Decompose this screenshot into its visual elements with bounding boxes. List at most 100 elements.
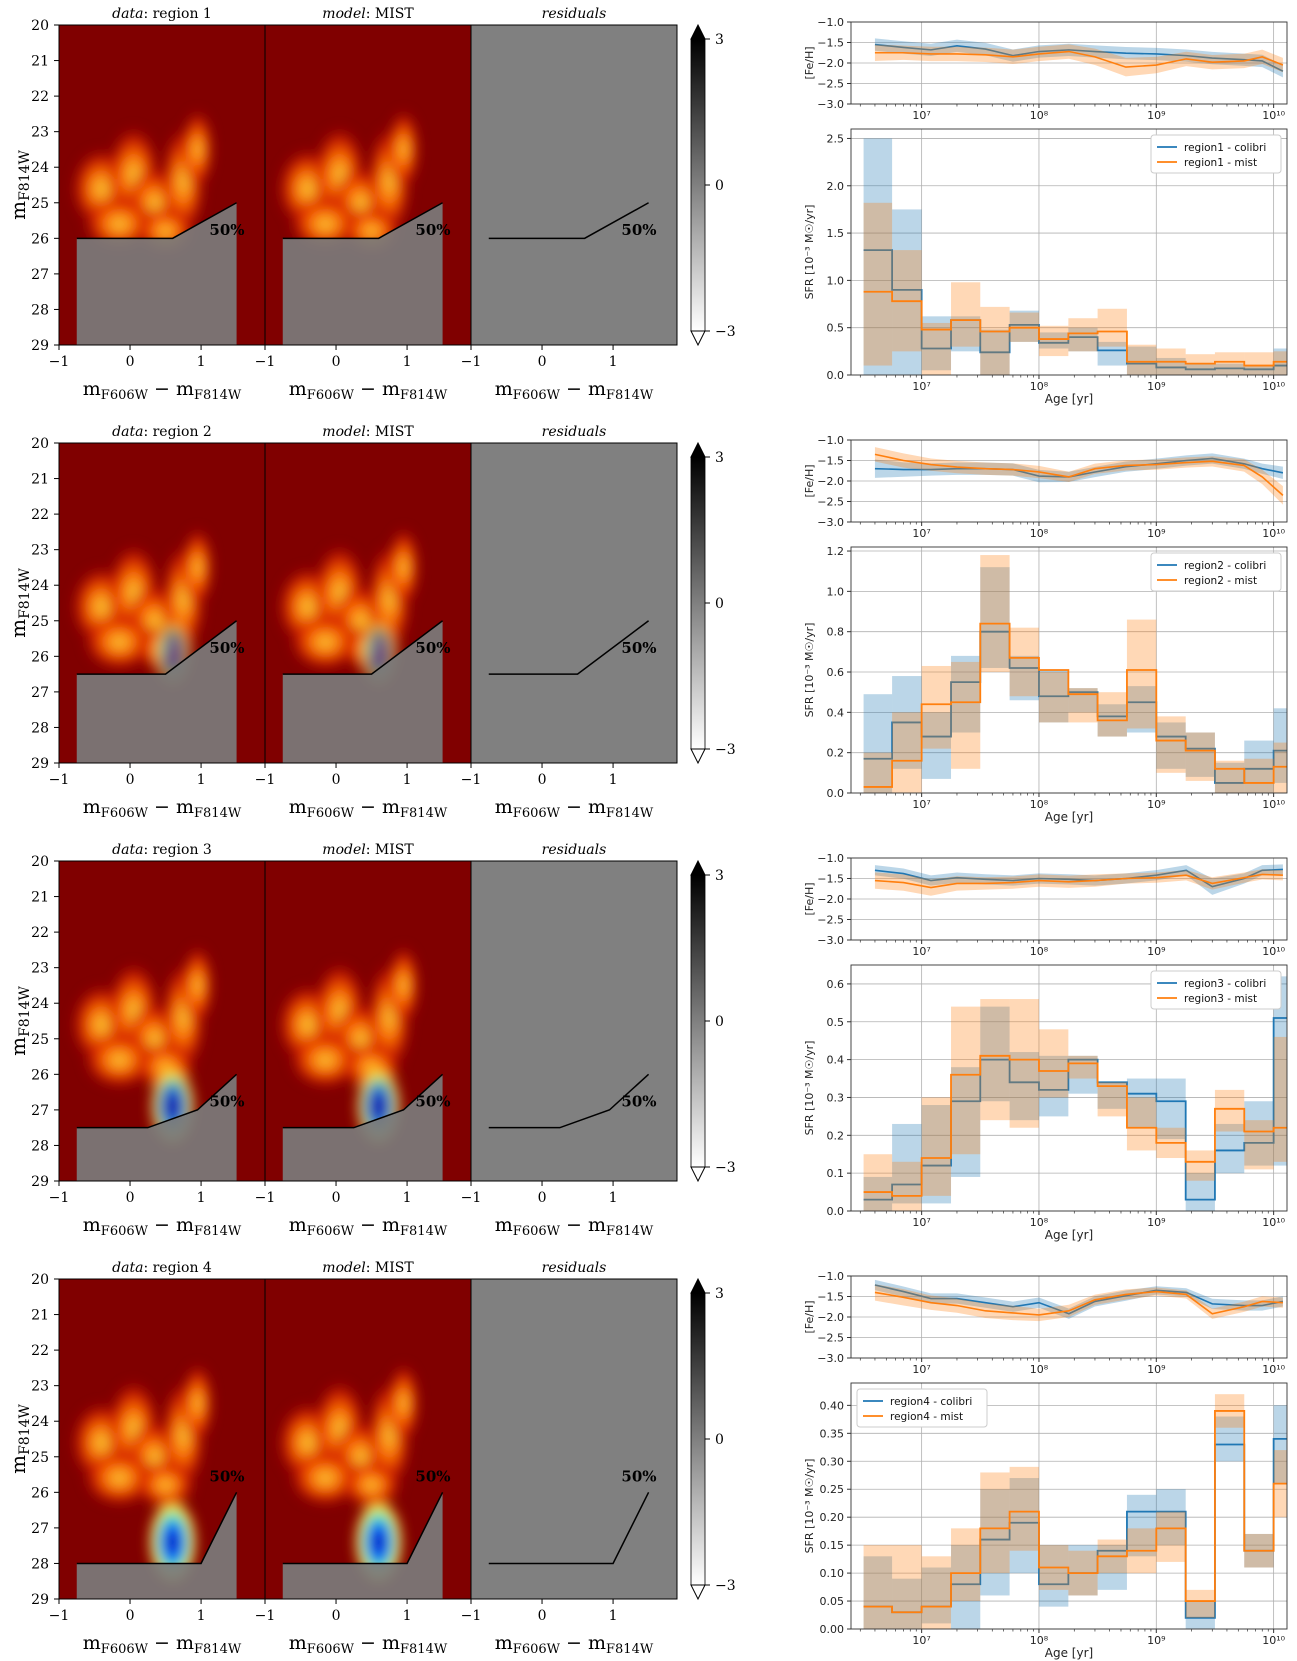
y-tick-label: −1.5	[817, 37, 844, 50]
y-tick-label: 0.30	[820, 1455, 845, 1468]
y-tick-label: 0.5	[827, 1016, 845, 1029]
x-tick-label: −1	[461, 1608, 482, 1624]
y-tick-label: 22	[31, 507, 49, 523]
y-tick-label: −2.5	[817, 78, 844, 91]
y-axis-label: [Fe/H]	[803, 1300, 816, 1333]
x-axis-label: mF606W − mF814W	[289, 1214, 448, 1239]
sfr-uncertainty-bar	[1039, 1029, 1068, 1097]
xlabel-part: F606W	[513, 1224, 561, 1239]
title-italic: model	[322, 1260, 365, 1276]
colorbar-gradient	[691, 39, 705, 331]
y-tick-label: 29	[31, 1592, 49, 1608]
y-tick-label: 0.20	[820, 1511, 845, 1524]
y-tick-label: 25	[31, 614, 49, 630]
x-tick-label: 10⁹	[1147, 380, 1165, 393]
x-tick-label: 10⁹	[1147, 945, 1165, 958]
sfr-uncertainty-bar	[1156, 716, 1185, 772]
feh-panel: −1.0 −1.5 −2.0 −2.5 −3.0 10⁷ 10⁸ 10⁹ 10¹⁰ [Fe/H]	[803, 434, 1287, 540]
y-tick-label: 29	[31, 1174, 49, 1190]
colorbar-top-arrow	[691, 861, 705, 875]
y-tick-label: 0.00	[820, 1623, 845, 1636]
xlabel-part: F814W	[194, 1642, 242, 1657]
colorbar-gradient	[691, 457, 705, 749]
x-axis-label: mF606W − mF814W	[289, 796, 448, 821]
x-tick-label: −1	[461, 772, 482, 788]
residual-map	[471, 1279, 677, 1599]
title-italic: residuals	[542, 6, 607, 22]
ylabel-main: m	[6, 1455, 30, 1474]
colorbar: 3 0 −3	[691, 25, 736, 345]
x-tick-label: 10⁷	[912, 945, 930, 958]
x-axis-label: mF606W − mF814W	[83, 1632, 242, 1657]
xlabel-part: − m	[148, 796, 194, 818]
colorbar-tick-label: 0	[715, 178, 724, 194]
x-tick-label: 10⁹	[1147, 109, 1165, 122]
y-axis-label: mF814W	[6, 985, 33, 1055]
y-tick-label: 23	[31, 125, 49, 141]
cmd-row-2: 50%data: region 2−1 0 1mF606W − mF814W2021…	[6, 424, 736, 821]
sfr-uncertainty-bar	[1039, 672, 1068, 722]
feh-plot	[875, 447, 1283, 504]
panel-title: residuals	[542, 1260, 607, 1276]
xlabel-part: F814W	[606, 1224, 654, 1239]
x-tick-label: −1	[255, 354, 276, 370]
sfr-uncertainty-bar	[1244, 759, 1273, 793]
y-tick-label: 2.5	[827, 132, 845, 145]
xlabel-part: m	[289, 378, 307, 400]
y-tick-label: 0.15	[820, 1539, 845, 1552]
sfr-uncertainty-bar	[864, 203, 893, 366]
legend-label: region3 - colibri	[1184, 978, 1266, 990]
xlabel-part: F606W	[513, 388, 561, 403]
sfr-uncertainty-bar	[1068, 1056, 1097, 1079]
legend-label: region4 - mist	[890, 1411, 963, 1423]
completeness-label: 50%	[415, 639, 450, 657]
y-tick-label: −2.0	[817, 1311, 844, 1324]
y-tick-label: −3.0	[817, 516, 844, 529]
y-tick-label: 0.0	[827, 1205, 845, 1218]
cmd-panel: 50%data: region 3−1 0 1mF606W − mF814W2021…	[6, 842, 265, 1239]
sfr-panel: 0.000.050.100.150.200.250.300.350.4010⁷ 1…	[803, 1383, 1287, 1660]
y-tick-label: 20	[31, 18, 49, 34]
x-axis-label: Age [yr]	[1045, 1228, 1093, 1242]
x-axis-label: mF606W − mF814W	[495, 796, 654, 821]
x-tick-label: −1	[49, 772, 70, 788]
x-tick-label: 10¹⁰	[1262, 109, 1285, 122]
y-tick-label: 0.40	[820, 1399, 845, 1412]
x-tick-label: 10⁷	[912, 1634, 930, 1647]
ylabel-sub: F814W	[17, 149, 33, 200]
title-italic: data	[112, 6, 143, 22]
completeness-label: 50%	[621, 1092, 656, 1110]
sfr-uncertainty-bar	[951, 282, 980, 346]
colorbar-tick-label: −3	[715, 1160, 736, 1176]
xlabel-part: − m	[560, 796, 606, 818]
x-tick-label: 10⁷	[912, 1216, 930, 1229]
x-tick-label: 1	[609, 1608, 618, 1624]
x-tick-label: 10⁹	[1147, 1634, 1165, 1647]
colorbar-tick-label: 3	[715, 1286, 724, 1302]
x-tick-label: 10⁷	[912, 1363, 930, 1376]
x-tick-label: −1	[49, 1608, 70, 1624]
y-tick-label: 0.05	[820, 1595, 845, 1608]
x-axis-label: mF606W − mF814W	[495, 1214, 654, 1239]
feh-panel: −1.0 −1.5 −2.0 −2.5 −3.0 10⁷ 10⁸ 10⁹ 10¹⁰ [Fe/H]	[803, 852, 1287, 958]
y-tick-label: 20	[31, 1272, 49, 1288]
panel-title: data: region 2	[112, 424, 212, 440]
y-tick-label: 0.4	[827, 706, 845, 719]
y-tick-label: 0.25	[820, 1483, 845, 1496]
y-tick-label: 0.2	[827, 1129, 845, 1142]
y-tick-label: 0.6	[827, 666, 845, 679]
ylabel-sub: F814W	[17, 985, 33, 1036]
sfr-uncertainty-bar	[1098, 309, 1127, 347]
y-tick-label: −2.5	[817, 496, 844, 509]
legend-label: region3 - mist	[1184, 993, 1257, 1005]
title-italic: model	[322, 424, 365, 440]
y-tick-label: −2.5	[817, 914, 844, 927]
x-tick-label: 10⁸	[1030, 527, 1049, 540]
colorbar-bottom-arrow	[691, 331, 705, 345]
feh-plot	[875, 864, 1283, 895]
xlabel-part: − m	[148, 1632, 194, 1654]
y-tick-label: 21	[31, 472, 49, 488]
sfr-plot	[864, 1394, 1287, 1629]
ylabel-main: m	[6, 619, 30, 638]
